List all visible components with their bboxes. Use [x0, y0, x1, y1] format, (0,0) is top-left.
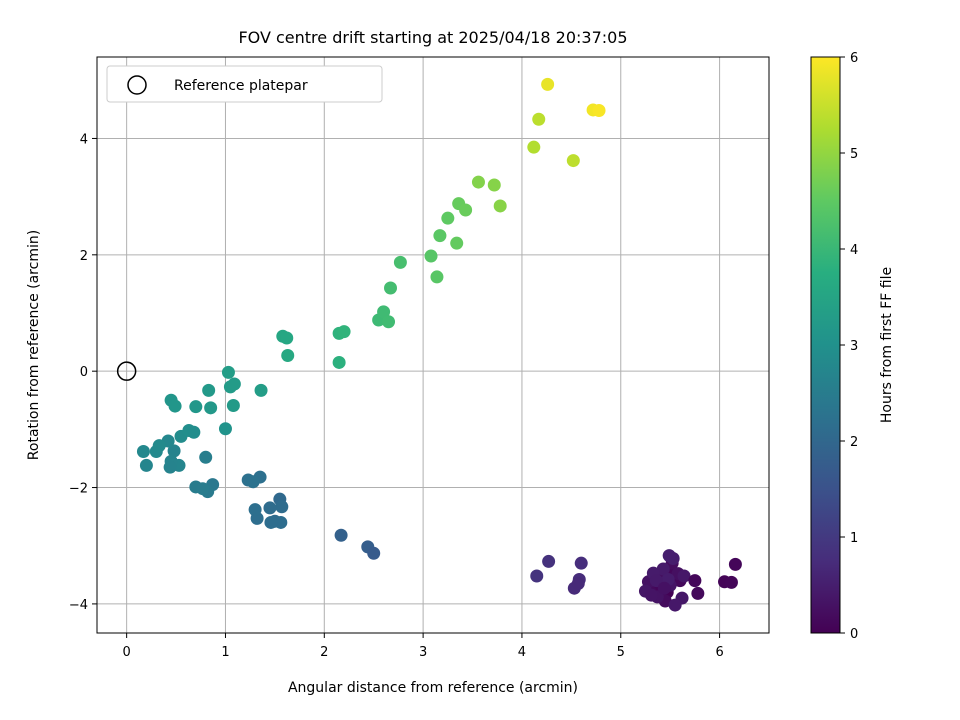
data-point [691, 586, 705, 600]
data-point [574, 556, 588, 570]
data-point [668, 598, 682, 612]
data-point [334, 528, 348, 542]
data-point [541, 77, 555, 91]
data-point [227, 377, 241, 391]
data-point [662, 549, 676, 563]
data-point [542, 554, 556, 568]
data-point [199, 450, 213, 464]
data-point [382, 315, 396, 329]
data-point [136, 444, 150, 458]
data-point [367, 546, 381, 560]
data-point [677, 569, 691, 583]
plot-frame [96, 56, 770, 634]
legend-label: Reference platepar [174, 78, 308, 94]
data-point [487, 178, 501, 192]
colorbar-tick-label: 5 [850, 147, 858, 162]
data-point [688, 574, 702, 588]
colorbar-tick-label: 4 [850, 243, 858, 258]
data-points [136, 77, 742, 612]
data-point [471, 175, 485, 189]
data-point [218, 422, 232, 436]
data-point [264, 515, 278, 529]
data-point [656, 562, 670, 576]
data-point [204, 401, 218, 415]
x-tick-label: 3 [419, 645, 427, 660]
data-point [275, 500, 289, 514]
data-point [424, 249, 438, 263]
data-point [657, 581, 671, 595]
legend-box [106, 65, 383, 103]
y-tick-label: 2 [80, 249, 88, 264]
colorbar-label: Hours from first FF file [879, 267, 895, 423]
grid-lines [97, 57, 769, 633]
data-point [187, 425, 201, 439]
y-tick-label: 4 [80, 132, 88, 147]
y-tick-label: −2 [69, 482, 88, 497]
data-point [168, 399, 182, 413]
data-point [163, 460, 177, 474]
data-point [248, 503, 262, 517]
data-point [530, 569, 544, 583]
data-point [337, 325, 351, 339]
y-axis-ticks: −4 −2 0 2 4 [69, 132, 97, 613]
data-point [728, 557, 742, 571]
data-point [377, 305, 391, 319]
y-axis-label: Rotation from reference (arcmin) [26, 230, 42, 460]
colorbar [810, 56, 841, 634]
data-point [493, 199, 507, 213]
data-point [450, 236, 464, 250]
x-tick-label: 2 [320, 645, 328, 660]
colorbar-tick-label: 3 [850, 339, 858, 354]
data-point [441, 211, 455, 225]
data-point [332, 355, 346, 369]
colorbar-tick-label: 1 [850, 531, 858, 546]
data-point [644, 588, 658, 602]
x-tick-label: 0 [123, 645, 131, 660]
data-point [196, 482, 210, 496]
data-point [384, 281, 398, 295]
x-axis-label: Angular distance from reference (arcmin) [288, 680, 578, 696]
data-point [527, 140, 541, 154]
data-point [254, 383, 268, 397]
data-point [281, 348, 295, 362]
colorbar-tick-label: 2 [850, 435, 858, 450]
data-point [202, 383, 216, 397]
x-tick-label: 1 [221, 645, 229, 660]
x-axis-ticks: 0 1 2 3 4 5 6 [123, 633, 724, 660]
data-point [226, 399, 240, 413]
legend-marker-icon [127, 75, 147, 95]
data-point [566, 154, 580, 168]
colorbar-tick-label: 0 [850, 627, 858, 642]
data-point [167, 444, 181, 458]
data-point [532, 112, 546, 126]
chart-title: FOV centre drift starting at 2025/04/18 … [238, 28, 627, 47]
colorbar-ticks: 0 1 2 3 4 5 6 [840, 51, 858, 642]
colorbar-tick-label: 6 [850, 51, 858, 66]
data-point [433, 229, 447, 243]
data-point [221, 365, 235, 379]
reference-marker [116, 361, 137, 381]
data-point [152, 439, 166, 453]
data-point [274, 515, 288, 529]
y-tick-label: −4 [69, 598, 88, 613]
data-point [246, 475, 260, 489]
x-tick-label: 4 [518, 645, 526, 660]
data-point [459, 203, 473, 217]
data-point [430, 270, 444, 284]
data-point [280, 331, 294, 345]
y-tick-label: 0 [80, 365, 88, 380]
data-point [139, 458, 153, 472]
data-point [592, 104, 606, 118]
data-point [393, 255, 407, 269]
x-tick-label: 5 [617, 645, 625, 660]
data-point [263, 501, 277, 515]
data-point [189, 400, 203, 414]
legend: Reference platepar [106, 65, 383, 103]
data-point [724, 575, 738, 589]
x-tick-label: 6 [715, 645, 723, 660]
data-point [571, 577, 585, 591]
